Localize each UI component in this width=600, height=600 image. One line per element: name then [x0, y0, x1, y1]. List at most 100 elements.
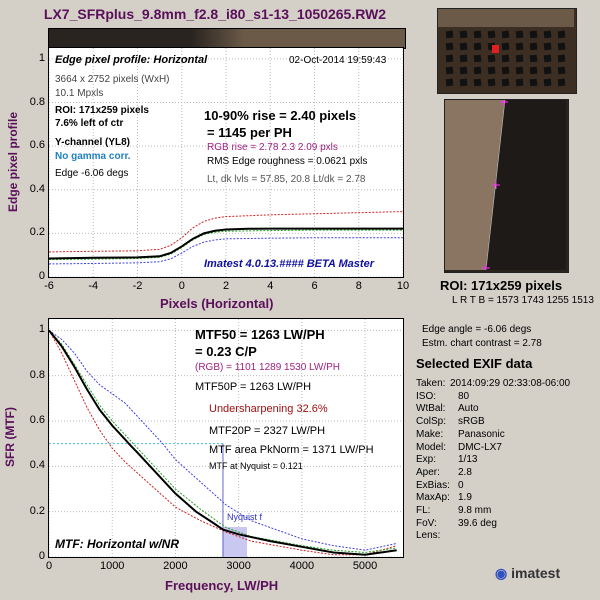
mtf-svg	[49, 319, 403, 557]
thumbnail-square	[445, 66, 454, 75]
exif-value: Panasonic	[458, 428, 505, 440]
exif-key: MaxAp:	[416, 492, 450, 504]
edge-deg: Edge -6.06 degs	[55, 168, 129, 179]
thumbnail-square	[501, 66, 510, 75]
edge-y-tick: 0.4	[29, 182, 45, 195]
mtf-series-green	[49, 329, 397, 553]
mtf-y-label: SFR (MTF)	[3, 407, 17, 467]
thumbnail-square	[473, 30, 482, 39]
edge-x-tick: 0	[178, 280, 185, 292]
chart-title: LX7_SFRplus_9.8mm_f2.8_i80_s1-13_1050265…	[43, 6, 387, 22]
exif-key: FL:	[416, 505, 431, 516]
exif-key: Aper:	[416, 466, 440, 478]
exif-key: ExBias:	[416, 479, 450, 491]
edge-x-tick: 2	[222, 280, 230, 292]
exif-key: WtBal:	[416, 403, 446, 415]
thumbnail-square	[459, 78, 468, 87]
thumbnail-square	[543, 78, 552, 87]
thumbnail-square	[557, 78, 566, 87]
thumbnail-square	[473, 42, 482, 51]
thumbnail-square	[459, 42, 468, 51]
edge-strip-image	[48, 28, 406, 49]
undersharpening: Undersharpening 32.6%	[209, 403, 328, 415]
thumbnail-square	[543, 54, 552, 63]
roi-line: ROI: 171x259 pixels	[55, 105, 149, 116]
thumbnail-square	[515, 54, 524, 63]
mtf-x-tick: 5000	[352, 560, 378, 572]
thumbnail-square	[529, 54, 538, 63]
mtf-area: MTF area PkNorm = 1371 LW/PH	[209, 444, 374, 456]
thumbnail-square	[445, 30, 454, 39]
thumbnail-square	[529, 78, 538, 87]
exif-key: Exp:	[416, 454, 437, 466]
edge-series-blue	[49, 237, 403, 265]
mtf-y-tick: 0	[38, 550, 45, 562]
edge-date: 02-Oct-2014 19:59:43	[289, 55, 387, 66]
thumbnail-square	[501, 42, 510, 51]
mtf-y-tick: 1	[38, 323, 45, 336]
logo-text: imatest	[511, 565, 561, 581]
mtf-series-blue	[49, 329, 397, 551]
roi-crop-svg	[445, 98, 566, 272]
exif-key: Make:	[416, 428, 444, 440]
channel: Y-channel (YL8)	[55, 137, 131, 148]
edge-x-tick: 6	[311, 280, 318, 292]
thumbnail-square	[543, 30, 552, 39]
mtf-heading: MTF: Horizontal w/NR	[55, 537, 179, 551]
thumbnail-square	[445, 54, 454, 63]
version: Imatest 4.0.13.#### BETA Master	[204, 258, 374, 270]
mtf-y-tick: 0.4	[29, 459, 45, 472]
edge-x-tick: 10	[396, 280, 410, 292]
edge-y-tick: 0	[38, 270, 45, 282]
chart-contrast: Estm. chart contrast = 2.78	[422, 338, 542, 349]
mtf-plot: MTF50 = 1263 LW/PH = 0.23 C/P (RGB) = 11…	[48, 318, 404, 558]
chart-thumbnail	[437, 8, 577, 94]
mtf50-line: MTF50 = 1263 LW/PH	[195, 327, 325, 342]
rgb-mtf: (RGB) = 1101 1289 1530 LW/PH	[195, 362, 340, 373]
mtf-y-tick: 0.2	[29, 504, 45, 517]
rise-line-2: = 1145 per PH	[207, 125, 292, 140]
mtf-x-tick: 0	[45, 560, 53, 572]
rise-line-1: 10-90% rise = 2.40 pixels	[204, 108, 357, 123]
thumbnail-square	[529, 66, 538, 75]
thumbnail-square	[473, 66, 482, 75]
edge-x-tick: 4	[267, 280, 274, 292]
edge-profile-plot: Edge pixel profile: Horizontal 02-Oct-20…	[48, 47, 404, 278]
exif-value: 2.8	[458, 466, 472, 478]
edge-y-tick: 0.6	[29, 139, 45, 152]
edge-x-label: Pixels (Horizontal)	[160, 296, 274, 311]
thumbnail-square	[529, 30, 538, 39]
exif-key: Model:	[416, 441, 447, 453]
edge-series-red	[49, 211, 403, 253]
thumbnail-square	[529, 42, 538, 51]
thumbnail-square	[459, 30, 468, 39]
exif-value: 39.6 deg	[458, 517, 497, 529]
thumbnail-square	[445, 78, 454, 87]
rms-roughness: RMS Edge roughness = 0.0621 pxls	[207, 156, 368, 167]
exif-key: Lens:	[416, 530, 441, 542]
edge-y-tick: 1	[38, 51, 45, 64]
thumbnail-square	[501, 30, 510, 39]
mtf-x-tick: 3000	[226, 560, 251, 572]
thumbnail-square	[543, 66, 552, 75]
cp-line: = 0.23 C/P	[195, 344, 257, 359]
mtf-x-tick: 4000	[289, 560, 315, 572]
mtf-x-tick: 2000	[163, 560, 188, 572]
nyquist-label: Nyquist f	[227, 512, 263, 522]
exif-title: Selected EXIF data	[416, 356, 533, 371]
edge-x-tick: -6	[44, 280, 54, 292]
thumbnail-square	[515, 30, 524, 39]
mtf50p: MTF50P = 1263 LW/PH	[195, 381, 312, 393]
mtf-x-tick: 1000	[99, 560, 125, 572]
mtf-nyquist: MTF at Nyquist = 0.121	[209, 461, 303, 471]
edge-heading: Edge pixel profile: Horizontal	[55, 54, 208, 66]
thumbnail-square	[515, 66, 524, 75]
exif-key: FoV:	[416, 517, 437, 529]
exif-value: Auto	[458, 403, 479, 415]
thumbnail-square	[501, 78, 510, 87]
size-line: 3664 x 2752 pixels (WxH)	[55, 74, 170, 85]
edge-series-black	[49, 227, 403, 260]
exif-value: DMC-LX7	[458, 441, 502, 453]
mtf20p: MTF20P = 2327 LW/PH	[209, 425, 326, 437]
thumbnail-square	[557, 54, 566, 63]
